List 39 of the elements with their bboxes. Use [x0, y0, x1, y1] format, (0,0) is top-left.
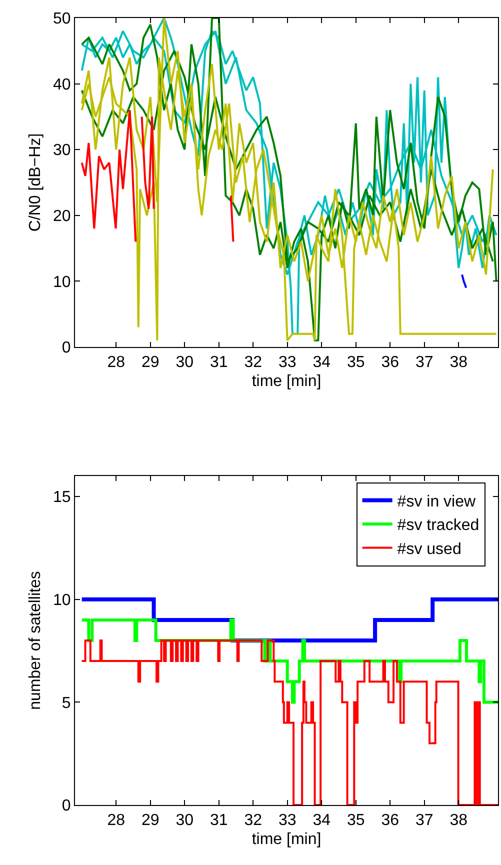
- x-tick-label: 28: [107, 354, 126, 372]
- x-tick-label: 30: [176, 812, 194, 830]
- y-axis-title: C/N0 [dB−Hz]: [26, 133, 44, 232]
- y-tick-label: 10: [53, 592, 71, 609]
- x-tick-label: 31: [210, 812, 228, 830]
- x-tick-label: 34: [312, 812, 331, 830]
- x-tick-label: 30: [176, 354, 194, 372]
- legend-label: #sv used: [397, 541, 462, 558]
- x-tick-label: 29: [141, 812, 160, 830]
- x-tick-label: 37: [415, 812, 434, 830]
- x-tick-label: 29: [141, 354, 160, 372]
- y-axis-title: number of satellites: [26, 571, 44, 710]
- x-tick-label: 32: [244, 354, 262, 372]
- x-tick-label: 34: [312, 354, 331, 372]
- x-tick-label: 33: [278, 354, 296, 372]
- legend-label: #sv tracked: [397, 517, 480, 534]
- x-tick-label: 35: [346, 812, 365, 830]
- y-tick-label: 15: [53, 489, 71, 506]
- y-tick-label: 30: [53, 142, 71, 160]
- y-tick-label: 20: [53, 208, 71, 225]
- x-axis-title: time [min]: [252, 830, 322, 848]
- y-tick-label: 10: [53, 274, 71, 291]
- x-tick-label: 31: [210, 354, 228, 372]
- y-tick-label: 5: [62, 694, 71, 712]
- x-tick-label: 38: [450, 354, 468, 372]
- x-tick-label: 38: [450, 812, 468, 830]
- x-axis-title: time [min]: [252, 372, 322, 390]
- x-tick-label: 36: [381, 354, 400, 372]
- x-tick-label: 36: [381, 812, 400, 830]
- legend-label: #sv in view: [397, 493, 476, 510]
- x-tick-label: 35: [346, 354, 365, 372]
- y-tick-label: 50: [53, 10, 71, 28]
- x-tick-label: 33: [278, 812, 296, 830]
- x-tick-label: 32: [244, 812, 262, 830]
- y-tick-label: 40: [53, 76, 71, 94]
- x-tick-label: 37: [415, 354, 434, 372]
- y-tick-label: 0: [62, 798, 71, 815]
- y-tick-label: 0: [62, 340, 71, 357]
- x-tick-label: 28: [107, 812, 126, 830]
